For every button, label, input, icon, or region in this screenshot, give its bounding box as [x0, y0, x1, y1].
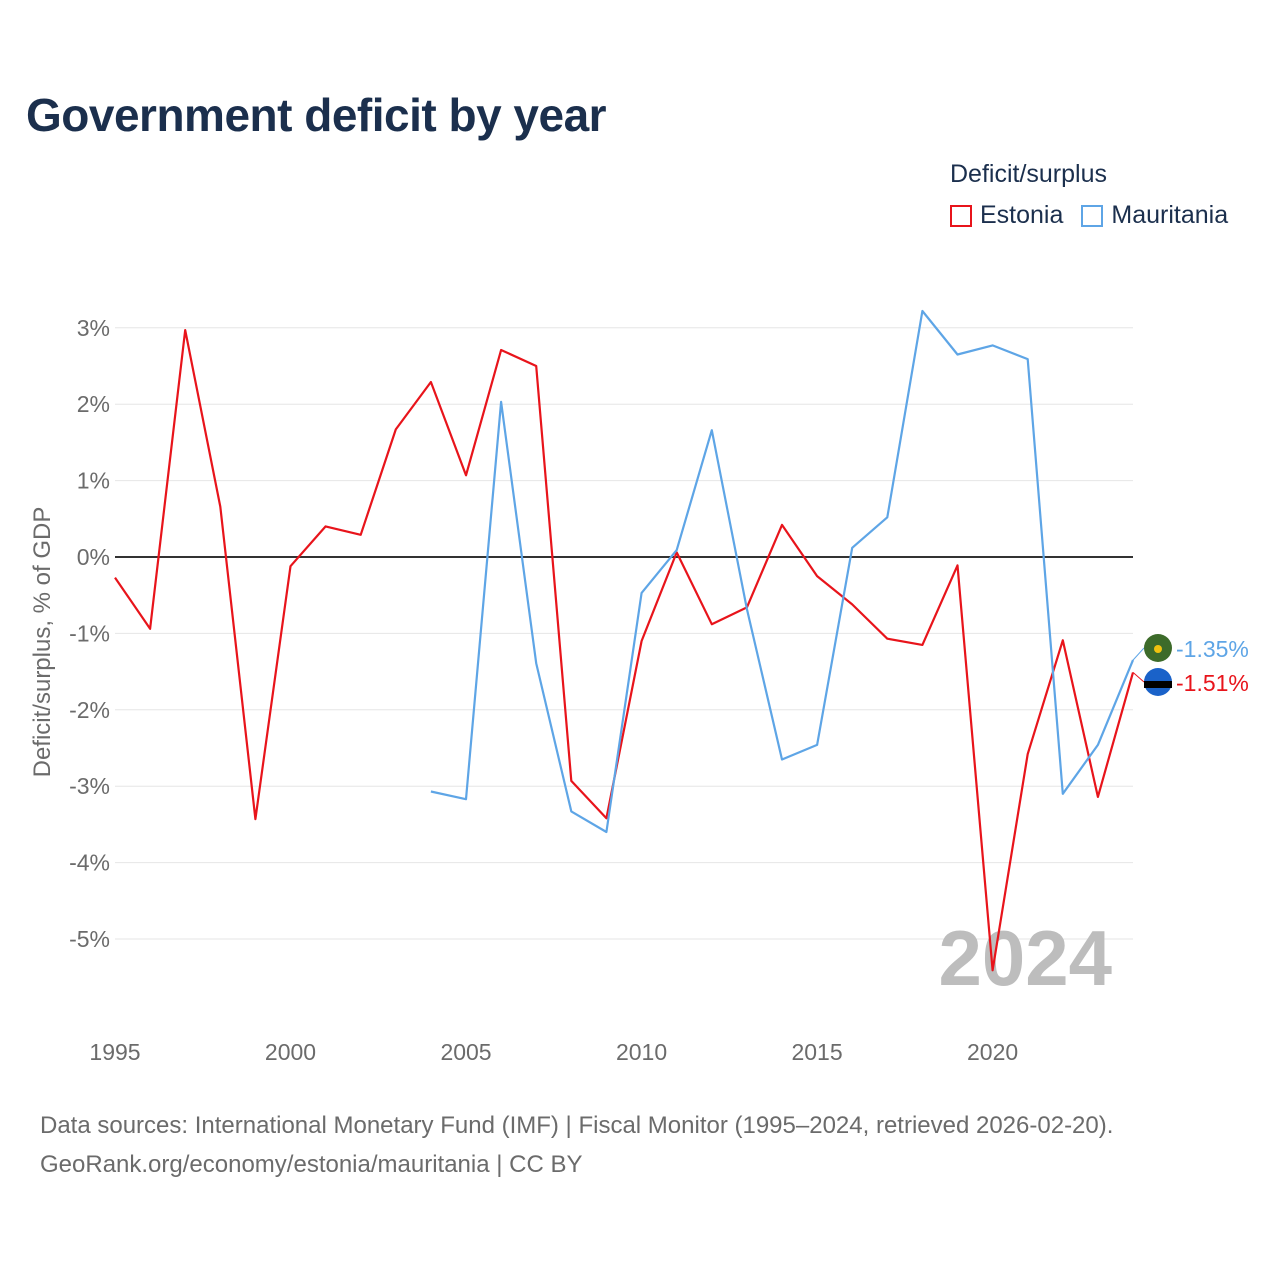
x-tick-label: 1995	[89, 1039, 140, 1065]
series-lines	[114, 309, 1135, 972]
series-line-estonia	[114, 329, 1135, 972]
end-connector-estonia	[1132, 671, 1145, 683]
legend-item-estonia[interactable]: Estonia	[950, 201, 1063, 230]
legend: Deficit/surplus Estonia Mauritania	[950, 160, 1228, 230]
y-tick-label: 2%	[77, 391, 110, 417]
y-axis-title: Deficit/surplus, % of GDP	[29, 507, 56, 778]
flag-band	[1144, 681, 1172, 688]
y-tick-label: -2%	[69, 697, 110, 723]
legend-item-mauritania[interactable]: Mauritania	[1081, 201, 1228, 230]
legend-label-mauritania: Mauritania	[1111, 201, 1229, 229]
chart-title: Government deficit by year	[26, 89, 607, 141]
legend-swatch-estonia	[950, 204, 972, 227]
legend-label-estonia: Estonia	[980, 201, 1064, 229]
end-label-estonia: -1.51%	[1176, 670, 1249, 696]
y-tick-label: 1%	[77, 468, 110, 494]
x-axis-ticks: 1995 2000 2005 2010 2015 2020	[89, 1039, 1018, 1065]
y-tick-label: -5%	[69, 926, 110, 952]
y-tick-label: -3%	[69, 773, 110, 799]
end-label-mauritania: -1.35%	[1176, 636, 1249, 662]
y-tick-label: 3%	[77, 315, 110, 341]
x-tick-label: 2015	[791, 1039, 842, 1065]
y-axis-ticks: 3% 2% 1% 0% -1% -2% -3% -4% -5%	[69, 315, 110, 952]
flag-crescent	[1154, 645, 1162, 653]
x-tick-label: 2000	[265, 1039, 316, 1065]
x-tick-label: 2005	[440, 1039, 491, 1065]
gridlines	[115, 327, 1133, 940]
y-tick-label: -4%	[69, 850, 110, 876]
series-line-mauritania	[430, 309, 1135, 834]
legend-swatch-mauritania	[1081, 204, 1104, 227]
end-marker-estonia: -1.51%	[1132, 668, 1249, 696]
end-connector-mauritania	[1132, 647, 1145, 661]
y-tick-label: 0%	[77, 544, 110, 570]
credit-text: GeoRank.org/economy/estonia/mauritania |…	[40, 1151, 583, 1178]
year-watermark: 2024	[938, 914, 1112, 1002]
x-tick-label: 2020	[967, 1039, 1018, 1065]
footer: Data sources: International Monetary Fun…	[40, 1106, 1113, 1184]
end-marker-mauritania: -1.35%	[1132, 634, 1249, 662]
y-tick-label: -1%	[69, 620, 110, 646]
x-tick-label: 2010	[616, 1039, 667, 1065]
series-end-markers: -1.51% -1.35%	[1132, 634, 1249, 696]
legend-title: Deficit/surplus	[950, 160, 1107, 188]
data-source-text: Data sources: International Monetary Fun…	[40, 1112, 1114, 1139]
